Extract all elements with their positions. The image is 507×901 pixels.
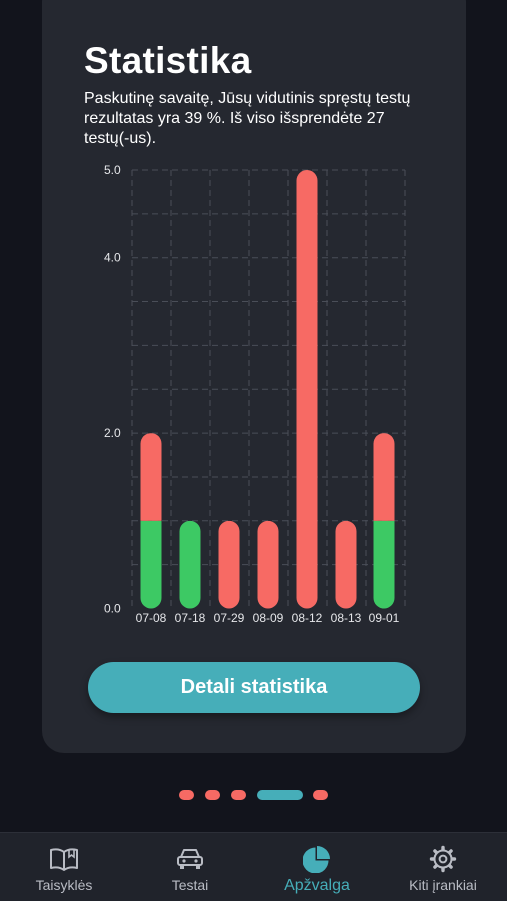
statistics-card xyxy=(42,0,466,753)
page-indicator xyxy=(0,790,507,802)
x-tick-label: 07-08 xyxy=(136,611,167,625)
pie-chart-icon xyxy=(302,845,332,873)
correct-bar-segment xyxy=(179,520,201,609)
page-dot[interactable] xyxy=(231,790,246,800)
tab-other-tools[interactable]: Kiti įrankiai xyxy=(380,833,506,901)
page-dot[interactable] xyxy=(205,790,220,800)
correct-bar-segment xyxy=(373,520,395,609)
x-tick-label: 07-18 xyxy=(175,611,206,625)
tab-rules[interactable]: Taisyklės xyxy=(1,833,127,901)
tab-tests[interactable]: Testai xyxy=(127,833,253,901)
wrong-bar-segment xyxy=(218,520,240,609)
tab-other-tools-label: Kiti įrankiai xyxy=(409,877,477,893)
wrong-bar-segment xyxy=(140,433,162,521)
statistics-chart: 0.0 2.0 4.0 5.0 07-08 07-18 07-29 08-09 08-12 08-… xyxy=(104,163,406,625)
tab-overview-label: Apžvalga xyxy=(284,877,350,894)
tab-overview[interactable]: Apžvalga xyxy=(254,833,380,901)
y-tick-label: 4.0 xyxy=(104,251,121,265)
wrong-bar-segment xyxy=(373,433,395,521)
x-tick-label: 08-12 xyxy=(292,611,323,625)
tab-tests-label: Testai xyxy=(171,877,209,893)
car-icon xyxy=(175,845,205,873)
correct-bar-segment xyxy=(140,520,162,609)
tab-rules-label: Taisyklės xyxy=(35,877,93,893)
statistics-summary: Paskutinę savaitę, Jūsų vidutinis spręst… xyxy=(84,90,411,147)
book-icon xyxy=(49,845,79,873)
x-tick-label: 08-09 xyxy=(253,611,284,625)
details-statistics-button[interactable]: Detali statistika xyxy=(88,662,420,713)
x-tick-label: 09-01 xyxy=(369,611,400,625)
y-tick-label: 0.0 xyxy=(104,602,121,616)
wrong-bar-segment xyxy=(257,520,279,609)
x-tick-label: 07-29 xyxy=(214,611,245,625)
page-dot[interactable] xyxy=(179,790,194,800)
bottom-tab-bar: Taisyklės Testai Apžvalga xyxy=(0,832,507,901)
x-tick-label: 08-13 xyxy=(331,611,362,625)
page-dot-active[interactable] xyxy=(257,790,303,800)
y-tick-label: 2.0 xyxy=(104,426,121,440)
gear-icon xyxy=(428,845,458,873)
page-dot[interactable] xyxy=(313,790,328,800)
wrong-bar-segment xyxy=(335,520,357,609)
page-title: Statistika xyxy=(84,40,252,81)
wrong-bar-segment xyxy=(296,170,318,609)
y-tick-label: 5.0 xyxy=(104,163,121,177)
